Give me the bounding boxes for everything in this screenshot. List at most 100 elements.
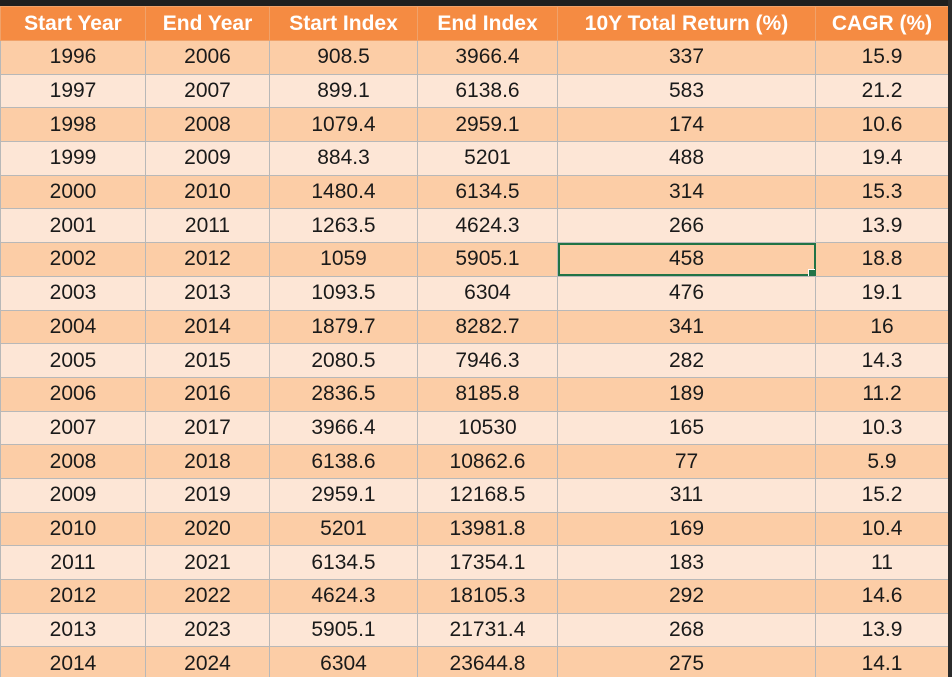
cell-total-return[interactable]: 341 — [557, 309, 816, 345]
cell-end-index[interactable]: 10862.6 — [417, 444, 558, 479]
cell-start-year[interactable]: 1998 — [0, 107, 146, 143]
cell-end-year[interactable]: 2010 — [145, 174, 270, 210]
cell-end-index[interactable]: 18105.3 — [417, 579, 558, 614]
cell-total-return[interactable]: 169 — [557, 511, 816, 547]
cell-start-index[interactable]: 884.3 — [269, 141, 418, 176]
cell-end-index[interactable]: 6304 — [417, 275, 558, 311]
cell-end-index[interactable]: 23644.8 — [417, 646, 558, 677]
cell-end-index[interactable]: 13981.8 — [417, 511, 558, 547]
cell-total-return[interactable]: 476 — [557, 275, 816, 311]
cell-end-index[interactable]: 7946.3 — [417, 343, 558, 378]
cell-start-year[interactable]: 2012 — [0, 579, 146, 614]
cell-start-year[interactable]: 2006 — [0, 376, 146, 412]
cell-start-year[interactable]: 2004 — [0, 309, 146, 345]
cell-start-index[interactable]: 1079.4 — [269, 107, 418, 143]
cell-total-return[interactable]: 314 — [557, 174, 816, 210]
cell-total-return[interactable]: 266 — [557, 208, 816, 244]
cell-end-index[interactable]: 6134.5 — [417, 174, 558, 210]
cell-end-index[interactable]: 5905.1 — [417, 242, 558, 277]
cell-end-year[interactable]: 2023 — [145, 612, 270, 648]
cell-start-index[interactable]: 1263.5 — [269, 208, 418, 244]
cell-end-year[interactable]: 2011 — [145, 208, 270, 244]
cell-end-year[interactable]: 2016 — [145, 376, 270, 412]
cell-end-year[interactable]: 2020 — [145, 511, 270, 547]
cell-cagr[interactable]: 13.9 — [815, 612, 949, 648]
cell-cagr[interactable]: 15.9 — [815, 40, 949, 75]
cell-cagr[interactable]: 21.2 — [815, 73, 949, 109]
cell-end-year[interactable]: 2009 — [145, 141, 270, 176]
cell-cagr[interactable]: 14.6 — [815, 579, 949, 614]
cell-cagr[interactable]: 10.6 — [815, 107, 949, 143]
header-end-year[interactable]: End Year — [145, 6, 270, 41]
fill-handle[interactable] — [808, 268, 815, 276]
cell-end-year[interactable]: 2017 — [145, 410, 270, 446]
cell-cagr[interactable]: 15.2 — [815, 477, 949, 513]
cell-total-return[interactable]: 282 — [557, 343, 816, 378]
cell-start-index[interactable]: 5905.1 — [269, 612, 418, 648]
cell-end-year[interactable]: 2015 — [145, 343, 270, 378]
cell-start-year[interactable]: 2010 — [0, 511, 146, 547]
cell-cagr[interactable]: 13.9 — [815, 208, 949, 244]
cell-cagr[interactable]: 15.3 — [815, 174, 949, 210]
cell-end-index[interactable]: 8282.7 — [417, 309, 558, 345]
header-start-year[interactable]: Start Year — [0, 6, 146, 41]
header-cagr[interactable]: CAGR (%) — [815, 6, 949, 41]
cell-start-year[interactable]: 2013 — [0, 612, 146, 648]
cell-total-return[interactable]: 311 — [557, 477, 816, 513]
header-end-index[interactable]: End Index — [417, 6, 558, 41]
cell-end-index[interactable]: 17354.1 — [417, 545, 558, 580]
cell-start-year[interactable]: 2007 — [0, 410, 146, 446]
cell-total-return[interactable]: 275 — [557, 646, 816, 677]
cell-start-year[interactable]: 1999 — [0, 141, 146, 176]
cell-end-index[interactable]: 21731.4 — [417, 612, 558, 648]
cell-end-index[interactable]: 4624.3 — [417, 208, 558, 244]
cell-total-return[interactable]: 458 — [557, 242, 816, 277]
cell-start-year[interactable]: 2001 — [0, 208, 146, 244]
cell-end-index[interactable]: 12168.5 — [417, 477, 558, 513]
cell-end-index[interactable]: 10530 — [417, 410, 558, 446]
cell-cagr[interactable]: 5.9 — [815, 444, 949, 479]
cell-total-return[interactable]: 189 — [557, 376, 816, 412]
cell-total-return[interactable]: 174 — [557, 107, 816, 143]
cell-start-index[interactable]: 1879.7 — [269, 309, 418, 345]
cell-start-index[interactable]: 6304 — [269, 646, 418, 677]
cell-start-index[interactable]: 1059 — [269, 242, 418, 277]
cell-start-year[interactable]: 2009 — [0, 477, 146, 513]
cell-end-year[interactable]: 2024 — [145, 646, 270, 677]
header-total-return[interactable]: 10Y Total Return (%) — [557, 6, 816, 41]
cell-start-index[interactable]: 4624.3 — [269, 579, 418, 614]
cell-start-index[interactable]: 3966.4 — [269, 410, 418, 446]
cell-start-year[interactable]: 1997 — [0, 73, 146, 109]
cell-end-year[interactable]: 2019 — [145, 477, 270, 513]
cell-end-year[interactable]: 2013 — [145, 275, 270, 311]
cell-end-index[interactable]: 5201 — [417, 141, 558, 176]
cell-start-year[interactable]: 2002 — [0, 242, 146, 277]
cell-cagr[interactable]: 14.1 — [815, 646, 949, 677]
cell-end-index[interactable]: 3966.4 — [417, 40, 558, 75]
cell-total-return[interactable]: 77 — [557, 444, 816, 479]
cell-total-return[interactable]: 268 — [557, 612, 816, 648]
cell-start-index[interactable]: 5201 — [269, 511, 418, 547]
cell-start-index[interactable]: 908.5 — [269, 40, 418, 75]
cell-start-index[interactable]: 1093.5 — [269, 275, 418, 311]
cell-total-return[interactable]: 583 — [557, 73, 816, 109]
cell-start-index[interactable]: 2959.1 — [269, 477, 418, 513]
cell-end-year[interactable]: 2014 — [145, 309, 270, 345]
cell-end-year[interactable]: 2018 — [145, 444, 270, 479]
cell-start-index[interactable]: 2080.5 — [269, 343, 418, 378]
cell-start-year[interactable]: 2011 — [0, 545, 146, 580]
cell-start-year[interactable]: 2003 — [0, 275, 146, 311]
cell-end-year[interactable]: 2008 — [145, 107, 270, 143]
cell-total-return[interactable]: 183 — [557, 545, 816, 580]
cell-end-index[interactable]: 6138.6 — [417, 73, 558, 109]
cell-cagr[interactable]: 19.1 — [815, 275, 949, 311]
cell-end-year[interactable]: 2021 — [145, 545, 270, 580]
cell-start-index[interactable]: 1480.4 — [269, 174, 418, 210]
cell-start-year[interactable]: 2000 — [0, 174, 146, 210]
cell-start-index[interactable]: 2836.5 — [269, 376, 418, 412]
cell-cagr[interactable]: 10.4 — [815, 511, 949, 547]
cell-end-index[interactable]: 2959.1 — [417, 107, 558, 143]
cell-cagr[interactable]: 18.8 — [815, 242, 949, 277]
cell-total-return[interactable]: 292 — [557, 579, 816, 614]
cell-end-year[interactable]: 2007 — [145, 73, 270, 109]
